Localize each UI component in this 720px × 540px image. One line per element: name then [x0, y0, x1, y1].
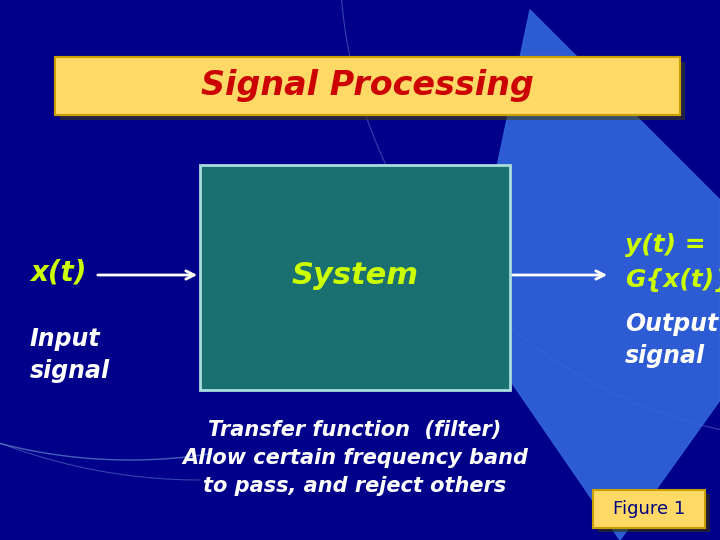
Bar: [55, 57, 680, 115]
Text: x(t): x(t): [30, 258, 86, 286]
Text: Output
signal: Output signal: [625, 312, 719, 368]
Text: Figure 1: Figure 1: [613, 500, 685, 518]
Text: Signal Processing: Signal Processing: [201, 69, 534, 102]
Bar: [593, 490, 705, 528]
Bar: [200, 165, 510, 390]
Bar: [598, 494, 710, 532]
Text: Transfer function  (filter): Transfer function (filter): [208, 420, 502, 440]
Text: y(t) =: y(t) =: [625, 233, 706, 257]
Text: to pass, and reject others: to pass, and reject others: [204, 476, 507, 496]
Bar: [55, 57, 680, 115]
Text: Input
signal: Input signal: [30, 327, 110, 383]
Text: Allow certain frequency band: Allow certain frequency band: [182, 448, 528, 468]
Text: System: System: [292, 260, 418, 289]
Text: G{x(t)}: G{x(t)}: [625, 268, 720, 292]
Polygon shape: [490, 10, 720, 540]
Bar: [60, 62, 685, 120]
